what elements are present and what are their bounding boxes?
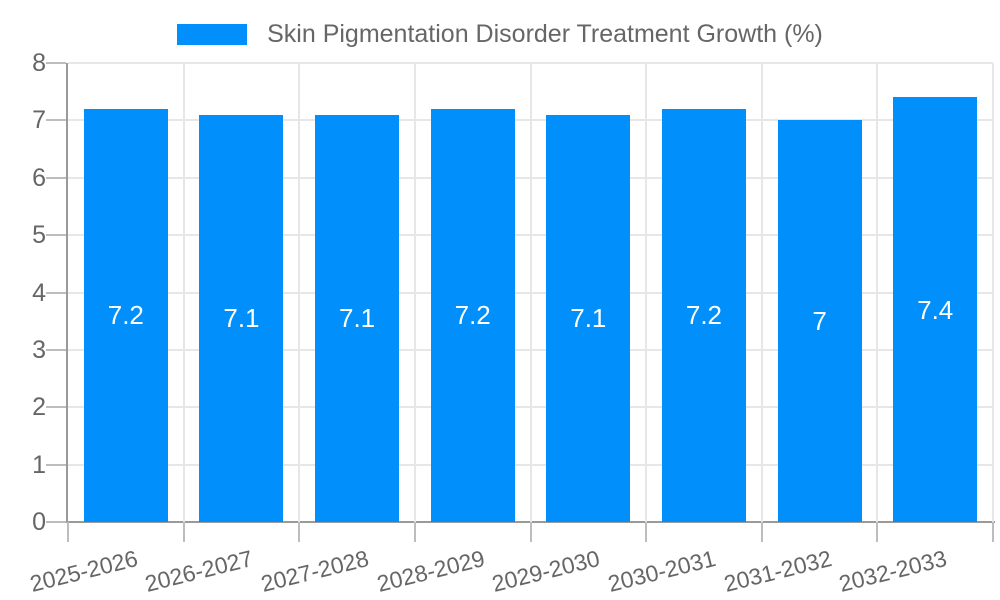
y-axis-label: 0 [32, 508, 46, 536]
bar-value-label: 7.1 [223, 303, 260, 334]
bar-value-label: 7 [812, 306, 827, 337]
v-gridline [876, 63, 879, 522]
x-axis-label: 2026-2027 [142, 545, 256, 597]
y-axis-label: 6 [32, 163, 46, 192]
y-axis-line [66, 63, 68, 522]
y-axis-tick [46, 521, 66, 523]
x-axis-tick [413, 522, 416, 542]
bar-2030-2031[interactable]: 7.2 [661, 108, 746, 522]
bar-value-label: 7.1 [570, 303, 607, 334]
y-axis-tick [46, 62, 66, 64]
y-axis-tick [46, 176, 66, 179]
v-gridline [182, 63, 185, 522]
y-axis-label: 2 [32, 393, 46, 422]
x-axis-tick [760, 522, 763, 542]
y-axis-label: 1 [32, 450, 46, 479]
x-axis-tick [298, 522, 301, 542]
bar-value-label: 7.2 [685, 300, 723, 331]
bar-2027-2028[interactable]: 7.1 [315, 114, 400, 522]
x-axis-tick [529, 522, 532, 542]
bar-value-label: 7.1 [338, 303, 376, 334]
y-axis-label: 3 [32, 335, 46, 364]
x-axis-label: 2028-2029 [373, 545, 487, 597]
bar-2032-2033[interactable]: 7.4 [893, 97, 978, 522]
v-gridline [298, 63, 301, 522]
v-gridline [529, 63, 532, 522]
bar-value-label: 7.2 [454, 300, 491, 331]
y-axis-tick [46, 291, 66, 294]
x-axis-tick [645, 522, 648, 542]
x-axis-label: 2027-2028 [258, 545, 372, 597]
v-gridline [760, 63, 763, 522]
x-axis-label: 2025-2026 [27, 545, 141, 597]
y-axis-label: 4 [32, 278, 46, 307]
x-axis-tick [876, 522, 879, 542]
y-axis-tick [46, 406, 66, 409]
y-axis-tick [46, 234, 66, 237]
bar-value-label: 7.2 [107, 300, 144, 331]
y-axis-tick [46, 119, 66, 122]
v-gridline [992, 63, 994, 522]
legend-label[interactable]: Skin Pigmentation Disorder Treatment Gro… [267, 20, 823, 48]
x-axis-tick [67, 522, 69, 542]
bar-2029-2030[interactable]: 7.1 [546, 114, 631, 522]
y-axis-label: 5 [32, 221, 46, 250]
x-axis-label: 2031-2032 [720, 545, 834, 597]
y-axis-label: 7 [32, 106, 46, 135]
v-gridline [645, 63, 648, 522]
legend-swatch-icon[interactable] [177, 24, 248, 45]
x-axis-tick [182, 522, 185, 542]
x-axis-label: 2032-2033 [836, 545, 950, 597]
bar-2028-2029[interactable]: 7.2 [430, 108, 515, 522]
x-axis-tick [992, 522, 994, 542]
x-axis-label: 2030-2031 [605, 545, 719, 597]
legend[interactable]: Skin Pigmentation Disorder Treatment Gro… [0, 20, 1000, 49]
bar-2031-2032[interactable]: 7 [777, 120, 862, 522]
y-axis-tick [46, 463, 66, 466]
bar-2026-2027[interactable]: 7.1 [199, 114, 284, 522]
bar-value-label: 7.4 [917, 294, 954, 325]
y-axis-tick [46, 348, 66, 351]
v-gridline [413, 63, 416, 522]
x-axis-label: 2029-2030 [489, 545, 603, 597]
y-axis-label: 8 [32, 49, 46, 77]
bar-2025-2026[interactable]: 7.2 [83, 108, 168, 522]
